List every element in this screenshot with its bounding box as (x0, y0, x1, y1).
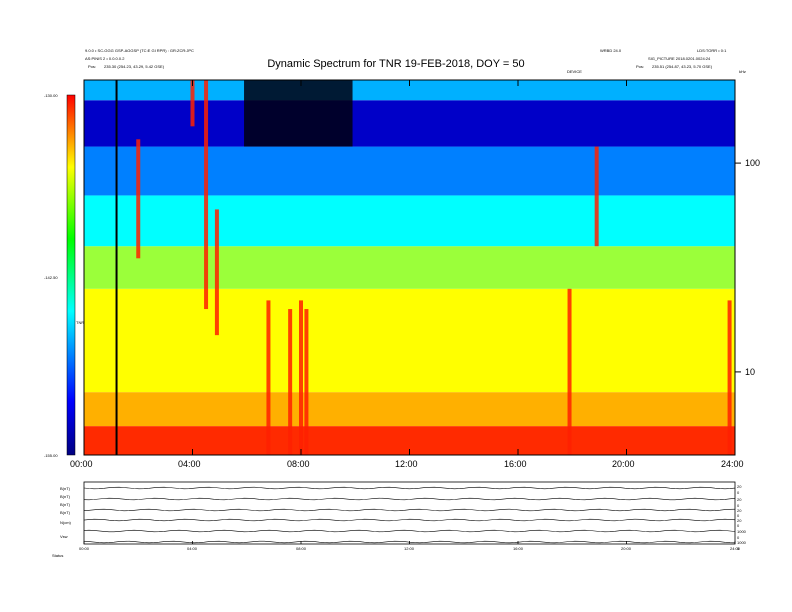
header-left-pos-label: Pos: (88, 64, 97, 69)
colorbar (66, 94, 76, 456)
panel-5-right-bottom: 0 (737, 535, 740, 540)
panel-6-right-bottom: 0 (737, 546, 740, 551)
panel-6-right-top: 1000 (737, 540, 746, 545)
header-right-line1: WRBD 24.0 (600, 48, 622, 53)
spectrum-band (84, 246, 735, 289)
y-tick-100: 100 (745, 158, 761, 168)
y-tick-10: 10 (745, 367, 756, 377)
burst-mark (266, 300, 271, 455)
marker-label: DEVICE (567, 69, 582, 74)
chart-title: Dynamic Spectrum for TNR 19-FEB-2018, DO… (267, 58, 525, 70)
lower-panel-trace (83, 518, 736, 522)
status-label: Status (52, 553, 64, 558)
panel-1-right-bottom: 0 (737, 490, 740, 495)
panel-6-label: Vsw (60, 534, 68, 539)
header-right-pos-label: Pos: (636, 64, 645, 69)
dark-region (244, 80, 353, 147)
burst-mark (204, 80, 209, 310)
burst-mark (299, 300, 303, 455)
spectrum-band (84, 146, 735, 196)
burst-mark (304, 309, 309, 455)
panel-4-label: B(nT) (60, 510, 70, 515)
panel-1-right-top: 20 (737, 484, 742, 489)
burst-mark (190, 80, 195, 127)
colorbar-tick-bottom: -155.00 (44, 453, 58, 458)
burst-mark (727, 300, 732, 455)
header-left-pos-value: 235.30 (254.23, 43.29, 5.42 GSE) (104, 64, 165, 69)
lower-panel-trace (83, 508, 736, 512)
colorbar-label: TNR (76, 320, 85, 325)
header-left-line1: 9.0.0 • SC-GGG GSP-AGGSP (TC:E GI RPR) :… (85, 48, 194, 53)
panel-2-right-top: 20 (737, 497, 742, 502)
burst-mark (136, 139, 141, 259)
header-right-line2: LDS:TORR • 0:1 (697, 48, 727, 53)
spectrum-band (84, 288, 735, 393)
panel-5-right-top: 1000 (737, 529, 746, 534)
lower-panel-trace (83, 529, 736, 533)
panel-2-right-bottom: 0 (737, 503, 740, 508)
y-unit-label: kHz (739, 69, 746, 74)
panel-5-label: N(cm) (60, 520, 71, 525)
burst-mark (288, 309, 293, 455)
colorbar-tick-top: -130.00 (44, 93, 58, 98)
panel-2-label: B(nT) (60, 494, 70, 499)
burst-mark (214, 209, 219, 336)
panel-3-right-top: 20 (737, 508, 742, 513)
lower-panel-trace (83, 497, 736, 501)
panel-4-right-bottom: 0 (737, 523, 740, 528)
spectrum-band (84, 100, 735, 147)
header-right-line3: SIG_PICTURE 2018.0201.0024:24 (648, 56, 711, 61)
lower-panel-trace (83, 486, 736, 490)
panel-4-right-top: 20 (737, 518, 742, 523)
panel-3-label: B(nT) (60, 502, 70, 507)
panel-3-right-bottom: 0 (737, 513, 740, 518)
burst-mark (594, 146, 599, 247)
lower-panel-frame (83, 481, 736, 545)
colorbar-tick-mid: -142.50 (44, 275, 58, 280)
spectrum-band (84, 392, 735, 427)
burst-mark (567, 288, 572, 455)
header-right-pos-value: 235.51 (254.87, 43.23, 5.70 GSE) (652, 64, 713, 69)
spectrum-band (84, 195, 735, 247)
panel-1-label: B(nT) (60, 486, 70, 491)
header-left-line2: AS:PINIS 2 • 0.0.0.0.2 (85, 56, 125, 61)
